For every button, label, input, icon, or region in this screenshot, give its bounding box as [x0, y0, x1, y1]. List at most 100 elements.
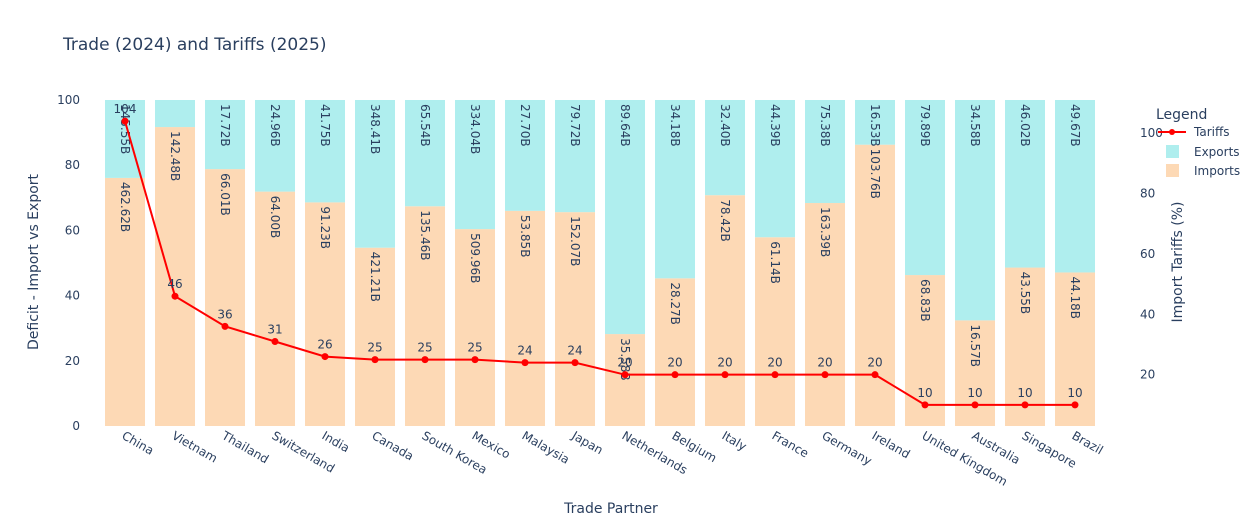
tariff-point	[721, 371, 729, 379]
tariff-series: 104 46 36 31 26 25 25 25 24 24 20 20 20 20 20 20 10 10 10 1…	[114, 102, 1083, 409]
x-tick-label: Italy	[720, 428, 750, 453]
bar-exports-label: 27.70B	[518, 104, 532, 147]
bar-imports-label: 16.57B	[968, 324, 982, 367]
bar-exports-label: 334.04B	[468, 104, 482, 154]
bar-imports-label: 64.00B	[268, 196, 282, 239]
bar-imports	[655, 278, 695, 426]
bar-imports	[205, 169, 245, 426]
bar-exports	[355, 100, 395, 248]
bar-exports	[155, 100, 195, 128]
bar-exports	[705, 100, 745, 196]
tariff-label: 20	[667, 356, 682, 370]
y-axis: 0 20 40 60 80 100	[57, 93, 80, 433]
bar-exports-label: 49.67B	[1068, 104, 1082, 147]
bar-exports-label: 46.02B	[1018, 104, 1032, 147]
bar-exports-label: 17.72B	[218, 104, 232, 147]
x-tick-label: France	[770, 428, 812, 460]
legend-title: Legend	[1156, 107, 1207, 123]
tariff-point	[671, 371, 679, 379]
tariff-label: 10	[967, 386, 982, 400]
tariff-point	[871, 371, 879, 379]
legend-item-tariffs[interactable]: Tariffs	[1158, 125, 1229, 139]
x-axis-title: Trade Partner	[563, 501, 658, 517]
tariff-label: 24	[567, 344, 582, 358]
bar-exports	[505, 100, 545, 211]
y-tick-label: 20	[65, 354, 80, 368]
tariff-label: 25	[367, 341, 382, 355]
tariff-label: 20	[717, 356, 732, 370]
x-tick-label: Singapore	[1020, 428, 1079, 470]
tariff-label: 10	[917, 386, 932, 400]
bar-imports	[955, 320, 995, 426]
tariff-label: 46	[167, 277, 182, 291]
bar-exports	[555, 100, 595, 213]
bar-exports	[755, 100, 795, 238]
x-tick-label: India	[320, 428, 353, 455]
bar-exports	[1005, 100, 1045, 268]
y-axis-title: Deficit - Import vs Export	[26, 173, 42, 350]
bar-exports-label: 34.18B	[668, 104, 682, 147]
tariff-point	[921, 401, 929, 409]
bar-imports-label: 509.96B	[468, 233, 482, 283]
tariff-point	[571, 359, 579, 367]
bar-imports	[1055, 272, 1095, 426]
bar-imports-label: 91.23B	[318, 206, 332, 249]
bar-imports	[905, 275, 945, 426]
bar-exports-label: 348.41B	[368, 104, 382, 154]
bar-exports-label: 44.39B	[768, 104, 782, 147]
x-tick-label: Japan	[569, 428, 606, 457]
bar-imports	[705, 195, 745, 426]
bar-imports-label: 135.46B	[418, 210, 432, 260]
legend-label-imports: Imports	[1194, 164, 1240, 178]
tariff-point	[821, 371, 829, 379]
y2-tick-label: 40	[1140, 307, 1155, 321]
tariff-point	[471, 356, 479, 364]
y-tick-label: 60	[65, 223, 80, 237]
bar-exports-label: 34.58B	[968, 104, 982, 147]
bars	[105, 100, 1095, 427]
bar-imports	[155, 127, 195, 427]
bar-exports	[605, 100, 645, 335]
tariff-point	[221, 322, 229, 330]
tariff-label: 36	[217, 307, 232, 321]
y-tick-label: 0	[72, 419, 80, 433]
tariff-label: 25	[417, 341, 432, 355]
bar-exports	[955, 100, 995, 321]
bar-exports	[205, 100, 245, 170]
tariffs-line	[124, 120, 1075, 406]
tariff-label: 31	[267, 322, 282, 336]
legend-label-tariffs: Tariffs	[1193, 125, 1229, 139]
bar-exports	[405, 100, 445, 207]
tariff-point	[271, 337, 279, 345]
legend-item-imports[interactable]: Imports	[1166, 164, 1240, 178]
y2-tick-label: 60	[1140, 247, 1155, 261]
bar-imports-label: 53.85B	[518, 215, 532, 258]
tariff-label: 20	[817, 356, 832, 370]
tariff-label: 104	[114, 102, 137, 116]
x-tick-label: Canada	[370, 428, 417, 463]
bar-imports-label: 78.42B	[718, 199, 732, 242]
legend-item-exports[interactable]: Exports	[1166, 145, 1240, 159]
tariff-point	[371, 356, 379, 364]
bar-imports-label: 43.55B	[1018, 272, 1032, 315]
bar-imports	[105, 177, 145, 426]
bar-imports-label: 142.48B	[168, 131, 182, 181]
bar-imports	[605, 334, 645, 426]
y-tick-label: 80	[65, 158, 80, 172]
bar-exports	[805, 100, 845, 204]
legend: Legend Tariffs Exports Imports	[1156, 107, 1240, 178]
tariff-point	[771, 371, 779, 379]
bar-exports	[305, 100, 345, 203]
bar-labels: 462.62B 145.55B 142.48B 66.01B 17.72B 64.00B 2…	[118, 104, 1082, 381]
bar-imports-label: 61.14B	[768, 241, 782, 284]
tariff-label: 10	[1067, 386, 1082, 400]
legend-imports-swatch-icon	[1166, 164, 1179, 177]
tariff-point	[421, 356, 429, 364]
bar-imports-label: 44.18B	[1068, 276, 1082, 319]
bar-imports	[1005, 267, 1045, 426]
y2-tick-label: 20	[1140, 368, 1155, 382]
x-tick-label: Brazil	[1070, 428, 1106, 457]
tariff-label: 20	[767, 356, 782, 370]
